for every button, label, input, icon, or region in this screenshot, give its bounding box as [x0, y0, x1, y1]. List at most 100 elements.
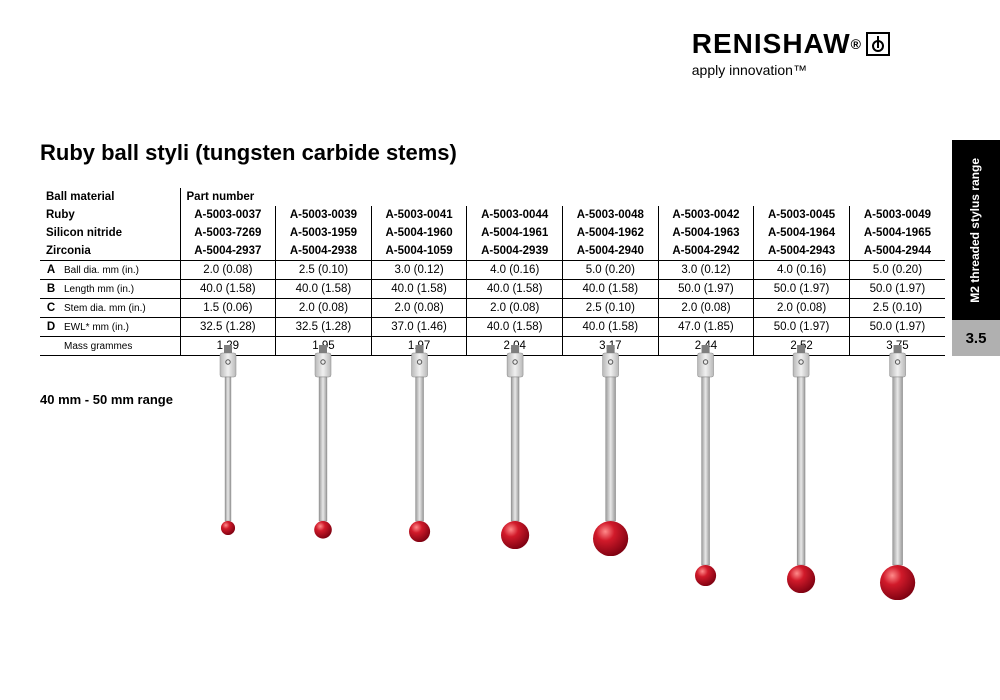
- part-number-cell: A-5003-0044: [467, 206, 563, 224]
- spec-value-cell: 2.0 (0.08): [371, 299, 467, 318]
- page-content: Ruby ball styli (tungsten carbide stems)…: [40, 140, 945, 356]
- spec-value-cell: 50.0 (1.97): [849, 318, 945, 337]
- stylus-illustration: [784, 345, 818, 598]
- header-part-number: Part number: [180, 188, 945, 206]
- spec-row-code: C: [40, 299, 62, 318]
- stylus-illustration: [877, 345, 918, 605]
- stylus-svg: [216, 345, 240, 535]
- part-number-cell: A-5003-0048: [563, 206, 659, 224]
- range-label-text: 40 mm - 50 mm range: [40, 392, 173, 407]
- spec-value-cell: 4.0 (0.16): [467, 261, 563, 280]
- spec-row-code: A: [40, 261, 62, 280]
- spec-row-code: [40, 337, 62, 356]
- stylus-illustration: [590, 345, 631, 561]
- part-number-cell: A-5003-1959: [276, 224, 372, 242]
- range-label: 40 mm - 50 mm range: [40, 390, 173, 410]
- spec-value-cell: 2.5 (0.10): [276, 261, 372, 280]
- part-number-cell: A-5004-1964: [754, 224, 850, 242]
- side-tab: M2 threaded stylus range 3.5: [952, 140, 1000, 356]
- material-label: Ruby: [40, 206, 180, 224]
- spec-value-cell: 2.5 (0.10): [563, 299, 659, 318]
- stylus-svg: [590, 345, 631, 556]
- spec-value-cell: 2.0 (0.08): [467, 299, 563, 318]
- spec-value-cell: 4.0 (0.16): [754, 261, 850, 280]
- spec-value-cell: 40.0 (1.58): [276, 280, 372, 299]
- spec-value-cell: 2.0 (0.08): [658, 299, 754, 318]
- part-number-cell: A-5004-1963: [658, 224, 754, 242]
- spec-value-cell: 40.0 (1.58): [180, 280, 276, 299]
- spec-value-cell: 2.5 (0.10): [849, 299, 945, 318]
- registered-mark: ®: [851, 36, 862, 52]
- stylus-cell: [371, 345, 467, 635]
- spec-value-cell: 40.0 (1.58): [563, 318, 659, 337]
- styli-illustration-row: [180, 345, 945, 635]
- part-number-cell: A-5004-2937: [180, 242, 276, 261]
- stylus-illustration: [216, 345, 240, 540]
- brand-name-text: RENISHAW: [692, 28, 851, 60]
- stylus-illustration: [406, 345, 433, 547]
- stylus-svg: [498, 345, 532, 549]
- spec-value-cell: 1.5 (0.06): [180, 299, 276, 318]
- spec-row-desc: Mass grammes: [62, 337, 180, 356]
- header-ball-material: Ball material: [40, 188, 180, 206]
- spec-value-cell: 5.0 (0.20): [849, 261, 945, 280]
- stylus-svg: [692, 345, 719, 586]
- spec-row-desc: EWL* mm (in.): [62, 318, 180, 337]
- page-title: Ruby ball styli (tungsten carbide stems): [40, 140, 945, 166]
- spec-value-cell: 32.5 (1.28): [276, 318, 372, 337]
- stylus-svg: [877, 345, 918, 600]
- part-number-cell: A-5004-2942: [658, 242, 754, 261]
- part-number-cell: A-5004-1960: [371, 224, 467, 242]
- stylus-cell: [754, 345, 850, 635]
- spec-value-cell: 5.0 (0.20): [563, 261, 659, 280]
- side-tab-section: 3.5: [952, 320, 1000, 356]
- spec-value-cell: 3.0 (0.12): [658, 261, 754, 280]
- spec-value-cell: 50.0 (1.97): [754, 318, 850, 337]
- spec-row-code: D: [40, 318, 62, 337]
- stylus-cell: [563, 345, 659, 635]
- material-label: Silicon nitride: [40, 224, 180, 242]
- stylus-svg: [784, 345, 818, 593]
- stylus-illustration: [498, 345, 532, 554]
- brand-block: RENISHAW® apply innovation™: [692, 28, 890, 78]
- side-tab-label: M2 threaded stylus range: [968, 158, 984, 303]
- spec-value-cell: 3.0 (0.12): [371, 261, 467, 280]
- part-number-cell: A-5004-2943: [754, 242, 850, 261]
- part-number-cell: A-5004-2944: [849, 242, 945, 261]
- part-number-cell: A-5003-0045: [754, 206, 850, 224]
- brand-name: RENISHAW®: [692, 28, 890, 60]
- part-number-cell: A-5003-7269: [180, 224, 276, 242]
- brand-tagline: apply innovation™: [692, 62, 890, 78]
- spec-row-desc: Length mm (in.): [62, 280, 180, 299]
- material-label: Zirconia: [40, 242, 180, 261]
- spec-table: Ball materialPart numberRubyA-5003-0037A…: [40, 188, 945, 356]
- part-number-cell: A-5004-2938: [276, 242, 372, 261]
- spec-value-cell: 40.0 (1.58): [563, 280, 659, 299]
- spec-row-desc: Stem dia. mm (in.): [62, 299, 180, 318]
- part-number-cell: A-5004-1059: [371, 242, 467, 261]
- part-number-cell: A-5004-1962: [563, 224, 659, 242]
- spec-value-cell: 2.0 (0.08): [754, 299, 850, 318]
- spec-value-cell: 50.0 (1.97): [849, 280, 945, 299]
- spec-value-cell: 40.0 (1.58): [467, 318, 563, 337]
- spec-value-cell: 2.0 (0.08): [180, 261, 276, 280]
- part-number-cell: A-5003-0049: [849, 206, 945, 224]
- spec-value-cell: 50.0 (1.97): [754, 280, 850, 299]
- spec-value-cell: 50.0 (1.97): [658, 280, 754, 299]
- spec-row-code: B: [40, 280, 62, 299]
- stylus-illustration: [692, 345, 719, 591]
- spec-row-desc: Ball dia. mm (in.): [62, 261, 180, 280]
- spec-value-cell: 47.0 (1.85): [658, 318, 754, 337]
- brand-probe-icon: [866, 32, 890, 56]
- spec-value-cell: 37.0 (1.46): [371, 318, 467, 337]
- part-number-cell: A-5003-0039: [276, 206, 372, 224]
- stylus-cell: [849, 345, 945, 635]
- part-number-cell: A-5003-0037: [180, 206, 276, 224]
- part-number-cell: A-5004-1965: [849, 224, 945, 242]
- stylus-illustration: [311, 345, 335, 544]
- part-number-cell: A-5003-0041: [371, 206, 467, 224]
- stylus-cell: [180, 345, 276, 635]
- side-tab-label-block: M2 threaded stylus range: [952, 140, 1000, 320]
- spec-value-cell: 40.0 (1.58): [467, 280, 563, 299]
- spec-value-cell: 32.5 (1.28): [180, 318, 276, 337]
